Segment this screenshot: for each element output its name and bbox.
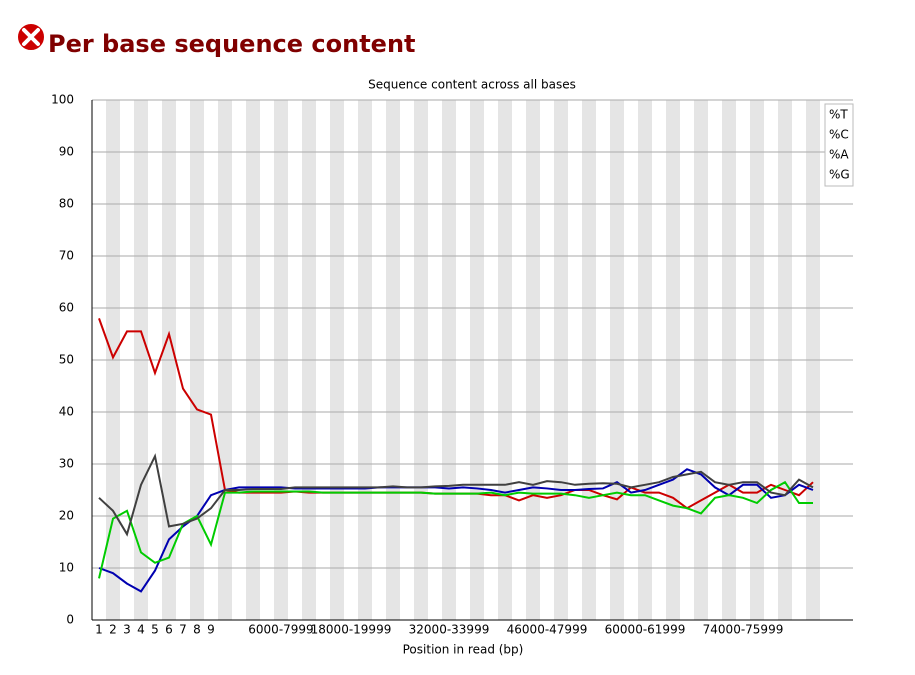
x-tick-label: 32000-33999 <box>409 623 490 637</box>
legend: %T %C %A %G <box>824 103 854 187</box>
y-tick-label: 0 <box>66 613 74 627</box>
y-tick-label: 70 <box>59 249 74 263</box>
error-icon <box>16 22 46 52</box>
y-tick-label: 100 <box>51 93 74 107</box>
y-tick-label: 60 <box>59 301 74 315</box>
y-tick-label: 90 <box>59 145 74 159</box>
x-tick-label: 46000-47999 <box>507 623 588 637</box>
legend-box <box>824 103 854 187</box>
x-tick-label: 18000-19999 <box>311 623 392 637</box>
series-line <box>98 453 814 537</box>
x-tick-label: 4 <box>137 623 145 637</box>
y-tick-label: 50 <box>59 353 74 367</box>
x-tick-label: 2 <box>109 623 117 637</box>
y-tick-label: 30 <box>59 457 74 471</box>
x-tick-label: 60000-61999 <box>605 623 686 637</box>
x-tick-label: 7 <box>179 623 187 637</box>
x-tick-label: 1 <box>95 623 103 637</box>
x-tick-label: 9 <box>207 623 215 637</box>
x-tick-label: 3 <box>123 623 131 637</box>
y-tick-label: 40 <box>59 405 74 419</box>
x-tick-label: 74000-75999 <box>703 623 784 637</box>
x-tick-label: 6000-7999 <box>248 623 313 637</box>
chart-subtitle: Sequence content across all bases <box>368 78 576 92</box>
y-tick-label: 20 <box>59 509 74 523</box>
legend-label: %C <box>829 128 849 142</box>
series-line <box>98 468 814 593</box>
x-axis-label: Position in read (bp) <box>403 643 524 657</box>
series-line <box>98 480 813 579</box>
x-tick-label: 8 <box>193 623 201 637</box>
x-tick-label: 6 <box>165 623 173 637</box>
legend-label: %T <box>829 108 848 122</box>
y-tick-label: 80 <box>59 197 74 211</box>
legend-label: %G <box>829 168 850 182</box>
page-title: Per base sequence content <box>48 30 416 58</box>
plot <box>98 318 814 593</box>
legend-label: %A <box>829 148 849 162</box>
y-tick-label: 10 <box>59 561 74 575</box>
x-tick-label: 5 <box>151 623 159 637</box>
